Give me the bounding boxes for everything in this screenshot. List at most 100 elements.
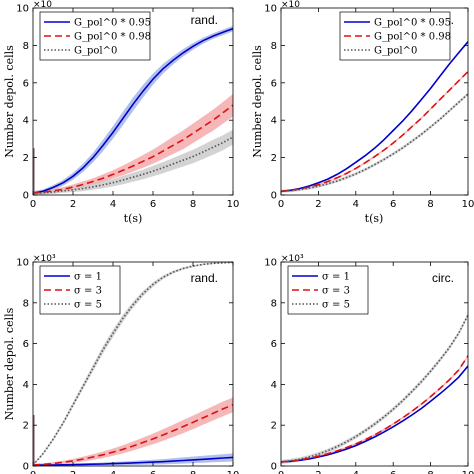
- legend-label-3: σ = 5: [74, 300, 102, 311]
- x-tick-label: 4: [353, 470, 359, 474]
- x-axis-label: t(s): [124, 212, 143, 225]
- y-tick-label: 6: [271, 78, 277, 89]
- x-tick-label: 10: [462, 199, 474, 210]
- plot-series: [33, 262, 233, 466]
- panel-tag: rand.: [191, 13, 218, 27]
- x-tick-label: 2: [70, 199, 76, 210]
- x-tick-label: 8: [190, 470, 196, 474]
- y-tick-label: 8: [23, 298, 29, 309]
- x-tick-label: 6: [150, 470, 156, 474]
- y-axis-label: Number depol. cells: [3, 45, 16, 158]
- panel-tag: rand.: [191, 271, 218, 285]
- chart-panel-4: 0 2 4 6 8 10 0 2 4 6 8 10 ×10³ circ. σ = 1 σ = 3 σ = 5: [264, 254, 474, 474]
- legend-label-1: σ = 1: [322, 272, 350, 283]
- legend-label-2: G_pol^0 * 0.98: [74, 32, 151, 43]
- legend-label-1: G_pol^0 * 0.95: [374, 18, 451, 29]
- legend: σ = 1 σ = 3 σ = 5: [287, 265, 369, 315]
- series-1-line: [281, 41, 468, 193]
- legend-label-2: σ = 3: [322, 286, 350, 297]
- panel-tag: circ.: [432, 271, 454, 285]
- series-1-band: [33, 453, 233, 466]
- series-2-line: [33, 104, 233, 194]
- legend-label-3: G_pol^0: [374, 46, 417, 57]
- y-tick-label: 10: [264, 4, 277, 15]
- y-tick-label: 0: [23, 462, 29, 473]
- legend-label-1: G_pol^0 * 0.95: [74, 18, 151, 29]
- x-tick-label: 8: [190, 199, 196, 210]
- chart-panel-1: 0 2 4 6 8 10 0 2 4 6 8 10 ×10 Number depol. cells t(s)…: [3, 0, 239, 225]
- chart-panel-2: 0 2 4 6 8 10 0 2 4 6 8 10 ×10 Number depol. cells t(s)…: [251, 0, 474, 225]
- legend-label-3: σ = 5: [322, 300, 350, 311]
- x-tick-label: 4: [110, 470, 116, 474]
- axes-box: [280, 7, 469, 196]
- x-tick-label: 10: [227, 470, 240, 474]
- series-1-band: [33, 25, 233, 195]
- series-3-line: [33, 136, 233, 194]
- series-2-line: [33, 404, 233, 466]
- y-tick-label: 6: [271, 339, 277, 350]
- legend-label-1: σ = 1: [74, 272, 102, 283]
- y-multiplier: ×10³: [33, 254, 56, 264]
- x-tick-label: 6: [150, 199, 156, 210]
- x-tick-label: 2: [315, 199, 321, 210]
- x-tick-label: 8: [427, 470, 433, 474]
- y-axis-label: Number depol. cells: [251, 45, 264, 158]
- series-3-band: [33, 262, 233, 466]
- x-tick-label: 4: [110, 199, 116, 210]
- x-tick-label: 8: [427, 199, 433, 210]
- chart-panel-3: 0 2 4 6 8 10 0 2 4 6 8 10 ×10³ Number depol. cells ran…: [3, 254, 239, 474]
- y-tick-label: 4: [271, 116, 277, 127]
- x-tick-label: 0: [278, 199, 284, 210]
- y-tick-label: 4: [271, 380, 277, 391]
- legend-box: [39, 265, 121, 315]
- series-1-line: [281, 365, 468, 463]
- y-tick-label: 0: [271, 462, 277, 473]
- y-tick-label: 2: [23, 153, 29, 164]
- plot-series: [281, 313, 468, 464]
- x-axis-label: t(s): [365, 212, 384, 225]
- legend-label-2: σ = 3: [74, 286, 102, 297]
- y-tick-label: 10: [16, 4, 29, 15]
- y-multiplier: ×10: [281, 0, 300, 10]
- legend-box: [287, 265, 369, 315]
- y-tick-label: 8: [23, 41, 29, 52]
- series-3-band: [33, 129, 233, 195]
- x-tick-label: 6: [390, 470, 396, 474]
- series-1-line: [33, 456, 233, 466]
- x-tick-label: 0: [278, 470, 284, 474]
- x-tick-label: 6: [390, 199, 396, 210]
- x-tick-label: 2: [70, 470, 76, 474]
- y-tick-label: 4: [23, 116, 29, 127]
- legend: σ = 1 σ = 3 σ = 5: [39, 265, 121, 315]
- axes-box: [32, 7, 234, 196]
- x-tick-label: 0: [30, 199, 36, 210]
- y-tick-label: 10: [16, 258, 29, 269]
- y-multiplier: ×10: [33, 0, 52, 10]
- x-tick-label: 10: [227, 199, 240, 210]
- series-3-line: [281, 314, 468, 463]
- y-tick-label: 2: [23, 421, 29, 432]
- y-tick-label: 2: [271, 153, 277, 164]
- x-tick-label: 4: [353, 199, 359, 210]
- x-tick-label: 0: [30, 470, 36, 474]
- y-tick-label: 10: [264, 258, 277, 269]
- series-2-line: [281, 71, 468, 193]
- y-tick-label: 6: [23, 339, 29, 350]
- plot-series: [281, 41, 468, 193]
- y-tick-label: 6: [23, 78, 29, 89]
- series-3-line: [281, 93, 468, 193]
- plot-series: [33, 25, 233, 195]
- series-3-line: [33, 262, 233, 466]
- y-tick-label: 0: [23, 191, 29, 202]
- y-tick-label: 2: [271, 421, 277, 432]
- legend-label-3: G_pol^0: [74, 46, 117, 57]
- legend: G_pol^0 * 0.95 G_pol^0 * 0.98 G_pol^0: [339, 11, 451, 61]
- y-multiplier: ×10³: [281, 254, 304, 264]
- y-tick-label: 8: [271, 298, 277, 309]
- y-tick-label: 0: [271, 191, 277, 202]
- x-tick-label: 10: [462, 470, 474, 474]
- axes-box: [32, 261, 234, 467]
- legend: G_pol^0 * 0.95 G_pol^0 * 0.98 G_pol^0: [39, 11, 151, 61]
- series-1-line: [33, 27, 233, 194]
